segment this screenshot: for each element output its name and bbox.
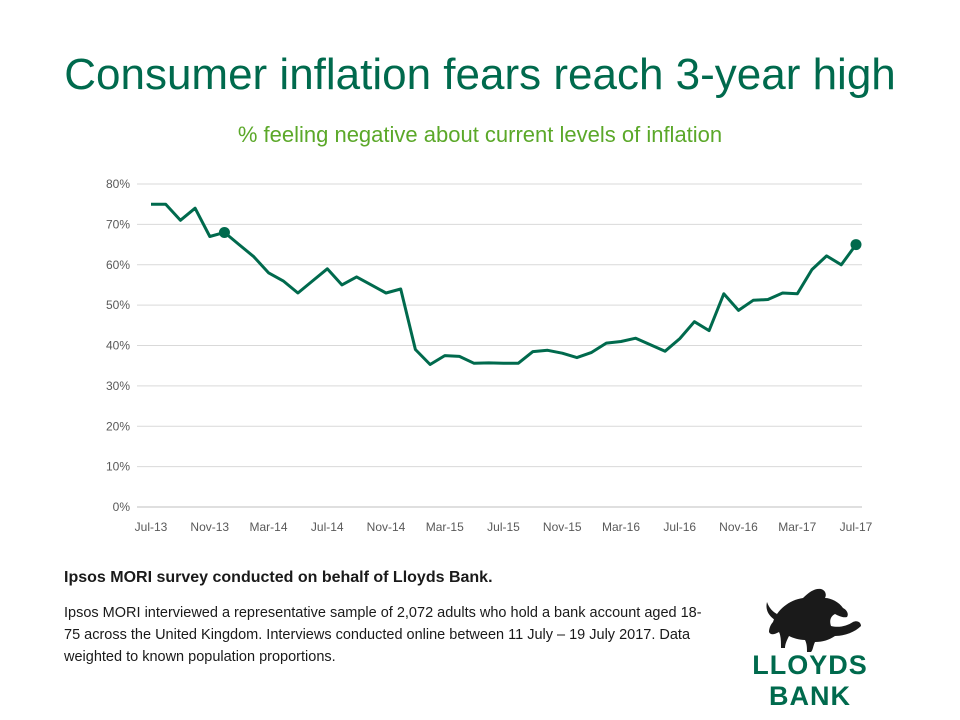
- x-tick-label: Nov-13: [190, 520, 229, 534]
- x-tick-label: Jul-17: [840, 520, 873, 534]
- x-tick-label: Mar-16: [602, 520, 640, 534]
- x-tick-label: Jul-16: [663, 520, 696, 534]
- x-tick-label: Nov-16: [719, 520, 758, 534]
- survey-description: Ipsos MORI interviewed a representative …: [64, 605, 702, 665]
- y-tick-label: 0%: [113, 500, 131, 514]
- page-title: Consumer inflation fears reach 3-year hi…: [64, 50, 896, 99]
- y-tick-label: 80%: [106, 177, 130, 191]
- x-tick-label: Jul-14: [311, 520, 344, 534]
- y-tick-label: 10%: [106, 460, 130, 474]
- black-horse-icon: [766, 588, 861, 652]
- series-line: [151, 202, 858, 366]
- x-tick-label: Nov-14: [367, 520, 406, 534]
- y-tick-label: 20%: [106, 419, 130, 433]
- y-tick-label: 70%: [106, 217, 130, 231]
- x-tick-label: Mar-15: [426, 520, 464, 534]
- x-tick-label: Jul-13: [135, 520, 168, 534]
- line-chart: 0% 10% 20% 30% 40% 50% 60% 70% 80% Jul-13 Nov-13 Ma…: [106, 177, 873, 534]
- x-tick-label: Mar-14: [249, 520, 287, 534]
- y-tick-label: 30%: [106, 379, 130, 393]
- x-tick-label: Nov-15: [543, 520, 582, 534]
- chart-subtitle: % feeling negative about current levels …: [237, 122, 723, 147]
- y-tick-label: 50%: [106, 298, 130, 312]
- highlight-marker: [218, 226, 230, 238]
- lloyds-bank-logo-text: LLOYDS BANK: [752, 650, 868, 711]
- y-tick-label: 60%: [106, 258, 130, 272]
- y-tick-label: 40%: [106, 339, 130, 353]
- x-tick-label: Jul-15: [487, 520, 520, 534]
- highlight-marker: [850, 239, 862, 251]
- x-tick-label: Mar-17: [778, 520, 816, 534]
- survey-heading: Ipsos MORI survey conducted on behalf of…: [64, 569, 493, 586]
